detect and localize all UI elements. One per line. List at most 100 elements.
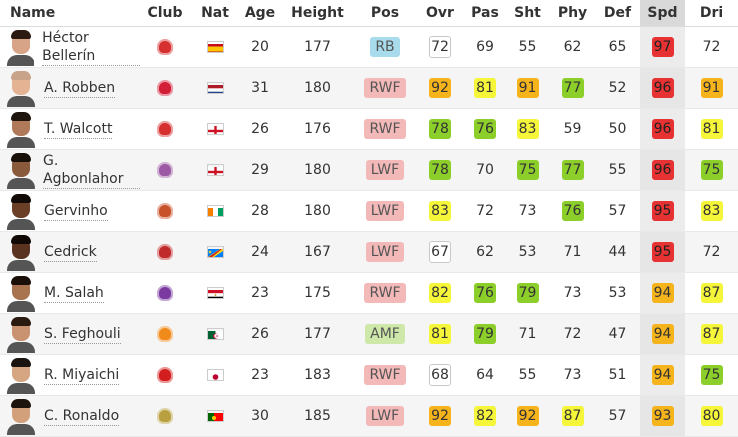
table-row[interactable]: T. Walcott 26 176 RWF 78 76 83 59 50 96 81 [0, 109, 738, 150]
height-cell: 180 [304, 203, 331, 219]
hair-shape [11, 153, 31, 162]
column-header-pas[interactable]: Pas [471, 5, 499, 21]
dri-rating: 75 [700, 365, 723, 385]
height-cell: 167 [304, 244, 331, 260]
table-row[interactable]: Héctor Bellerín 20 177 RB 72 69 55 62 65 97 72 [0, 27, 738, 68]
aston-villa-crest-icon[interactable] [157, 162, 173, 178]
nationality-cell [190, 109, 240, 149]
pas-rating: 69 [476, 39, 494, 55]
player-photo [6, 233, 36, 271]
age-cell: 28 [251, 203, 269, 219]
player-name-link[interactable]: M. Salah [44, 284, 104, 303]
club-cell [140, 273, 190, 313]
valencia-crest-icon[interactable] [157, 326, 173, 342]
club-cell [140, 355, 190, 395]
column-header-club[interactable]: Club [147, 5, 183, 21]
def-rating: 50 [608, 121, 627, 137]
dri-cell: 80 [685, 396, 738, 436]
hair-shape [11, 30, 31, 39]
column-header-spd[interactable]: Spd [640, 0, 685, 26]
column-header-sht[interactable]: Sht [514, 5, 541, 21]
ovr-cell: 68 [415, 355, 465, 395]
ovr-cell: 92 [415, 68, 465, 108]
player-name-link[interactable]: S. Feghouli [44, 325, 121, 344]
hair-shape [11, 235, 31, 244]
column-header-def[interactable]: Def [603, 5, 632, 21]
real-madrid-crest-icon[interactable] [157, 408, 173, 424]
column-header-name[interactable]: Name [10, 5, 56, 21]
nationality-cell [190, 27, 240, 67]
ovr-cell: 78 [415, 109, 465, 149]
nationality-cell [190, 191, 240, 231]
twente-crest-icon[interactable] [157, 367, 173, 383]
phy-cell: 76 [550, 191, 595, 231]
table-row[interactable]: S. Feghouli 26 177 AMF 81 79 71 72 47 94 87 [0, 314, 738, 355]
ovr-cell: 78 [415, 150, 465, 190]
pas-rating: 72 [476, 203, 494, 219]
osasuna-crest-icon[interactable] [157, 244, 173, 260]
bayern-crest-icon[interactable] [157, 80, 173, 96]
ovr-cell: 72 [415, 27, 465, 67]
position-cell: RWF [355, 355, 415, 395]
hair-shape [11, 194, 31, 203]
player-name-link[interactable]: C. Ronaldo [44, 407, 120, 426]
column-header-ovr[interactable]: Ovr [426, 5, 454, 21]
table-row[interactable]: G. Agbonlahor 29 180 LWF 78 70 75 77 55 96 75 [0, 150, 738, 191]
sht-cell: 53 [505, 232, 550, 272]
sht-rating: 55 [518, 367, 537, 383]
position-cell: LWF [355, 150, 415, 190]
player-photo [6, 192, 36, 230]
pas-cell: 72 [465, 191, 505, 231]
def-cell: 55 [595, 150, 640, 190]
player-name-link[interactable]: Gervinho [44, 202, 108, 221]
player-name-link[interactable]: T. Walcott [44, 120, 113, 139]
dri-rating: 87 [700, 324, 723, 344]
column-header-height[interactable]: Height [291, 5, 344, 21]
table-row[interactable]: A. Robben 31 180 RWF 92 81 91 77 52 96 91 [0, 68, 738, 109]
fiorentina-crest-icon[interactable] [157, 285, 173, 301]
dri-cell: 87 [685, 273, 738, 313]
column-header-nat[interactable]: Nat [201, 5, 229, 21]
column-header-age[interactable]: Age [244, 5, 276, 21]
spd-rating: 95 [651, 242, 674, 262]
dri-rating: 75 [700, 160, 723, 180]
table-row[interactable]: M. Salah 23 175 RWF 82 76 79 73 53 94 87 [0, 273, 738, 314]
egypt-flag-icon [206, 287, 224, 299]
player-name-link[interactable]: R. Miyaichi [44, 366, 120, 385]
ovr-cell: 81 [415, 314, 465, 354]
ovr-rating: 92 [429, 78, 451, 98]
player-name-link[interactable]: A. Robben [44, 79, 116, 98]
table-row[interactable]: R. Miyaichi 23 183 RWF 68 64 55 73 51 94 75 [0, 355, 738, 396]
position-badge: LWF [365, 406, 405, 426]
player-name-link[interactable]: Héctor Bellerín [42, 29, 140, 66]
table-row[interactable]: Gervinho 28 180 LWF 83 72 73 76 57 95 83 [0, 191, 738, 232]
player-photo [6, 69, 36, 107]
spd-cell: 94 [640, 355, 685, 395]
def-rating: 52 [608, 80, 627, 96]
table-row[interactable]: Cedrick 24 167 LWF 67 62 53 71 44 95 72 [0, 232, 738, 273]
ovr-rating: 81 [429, 324, 451, 344]
height-cell: 183 [304, 367, 331, 383]
age-cell: 23 [251, 367, 269, 383]
ovr-rating: 78 [429, 119, 451, 139]
roma-crest-icon[interactable] [157, 203, 173, 219]
position-badge: RWF [364, 119, 406, 139]
def-rating: 44 [608, 244, 627, 260]
arsenal-crest-icon[interactable] [157, 121, 173, 137]
hair-shape [11, 358, 31, 367]
dri-rating: 72 [702, 39, 721, 55]
sht-rating: 75 [516, 160, 539, 180]
spd-cell: 94 [640, 273, 685, 313]
arsenal-crest-icon[interactable] [157, 39, 173, 55]
player-name-cell: Gervinho [0, 191, 140, 231]
spd-rating: 96 [651, 119, 674, 139]
column-header-pos[interactable]: Pos [370, 5, 400, 21]
portugal-flag-icon [206, 410, 224, 422]
player-name-link[interactable]: Cedrick [44, 243, 97, 262]
column-header-phy[interactable]: Phy [557, 5, 588, 21]
def-cell: 65 [595, 27, 640, 67]
table-row[interactable]: C. Ronaldo 30 185 LWF 92 82 92 87 57 93 80 [0, 396, 738, 437]
column-header-dri[interactable]: Dri [699, 5, 724, 21]
phy-cell: 77 [550, 150, 595, 190]
player-name-link[interactable]: G. Agbonlahor [43, 152, 140, 189]
